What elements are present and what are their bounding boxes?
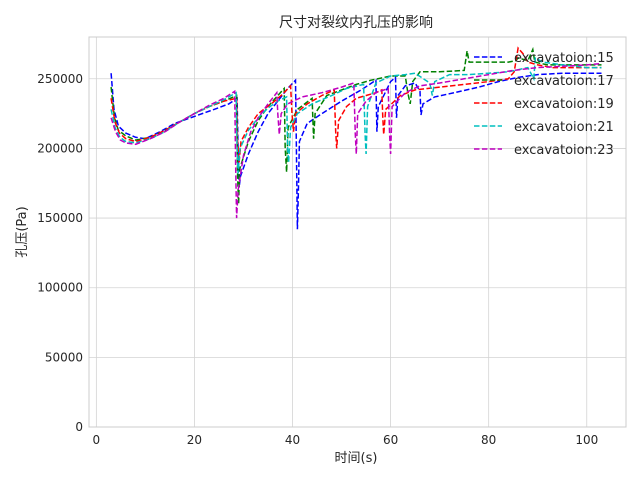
y-tick-label: 0 xyxy=(75,420,83,434)
legend: excavatoion:15 excavatoion:17 excavatoion:… xyxy=(474,51,614,158)
legend-label-1: excavatoion:15 xyxy=(514,51,614,66)
y-axis-label: 孔压(Pa) xyxy=(15,206,30,257)
x-tick-labels: 0 20 40 60 80 100 xyxy=(93,433,599,447)
legend-label-3: excavatoion:19 xyxy=(514,97,614,112)
x-tick-label: 20 xyxy=(187,433,202,447)
y-tick-label: 50000 xyxy=(45,350,83,364)
series-line-1 xyxy=(110,72,602,230)
legend-label-4: excavatoion:21 xyxy=(514,120,614,135)
x-tick-label: 0 xyxy=(93,433,101,447)
y-tick-label: 200000 xyxy=(37,141,83,155)
y-tick-label: 250000 xyxy=(37,72,83,86)
grid-layer xyxy=(89,37,626,428)
x-tick-label: 60 xyxy=(383,433,398,447)
x-tick-label: 40 xyxy=(285,433,300,447)
y-tick-label: 100000 xyxy=(37,281,83,295)
chart-title: 尺寸对裂纹内孔压的影响 xyxy=(279,15,433,31)
y-tick-labels: 0 50000 100000 150000 200000 250000 xyxy=(37,72,83,434)
series-line-5 xyxy=(110,62,602,219)
legend-label-5: excavatoion:23 xyxy=(514,143,614,158)
plot-frame xyxy=(88,36,627,428)
y-tick-label: 150000 xyxy=(37,211,83,225)
x-axis-label: 时间(s) xyxy=(335,451,378,466)
x-tick-label: 80 xyxy=(481,433,496,447)
x-tick-label: 100 xyxy=(575,433,598,447)
legend-label-2: excavatoion:17 xyxy=(514,74,614,89)
